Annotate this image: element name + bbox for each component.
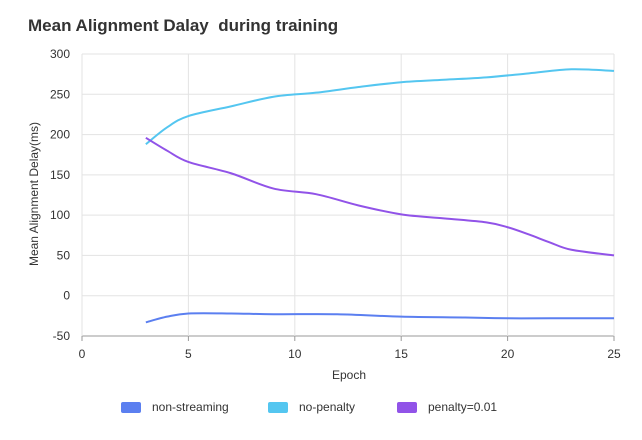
y-tick-label: 0 (63, 289, 70, 303)
legend: non-streaming no-penalty penalty=0.01 (0, 400, 642, 420)
legend-label-penalty-0-01: penalty=0.01 (428, 400, 498, 414)
legend-swatch-penalty-0-01 (397, 401, 417, 413)
y-tick-label: -50 (53, 329, 71, 343)
y-tick-labels: -50 0 50 100 150 200 250 300 (50, 47, 70, 343)
legend-item-penalty-0-01[interactable]: penalty=0.01 (397, 400, 497, 414)
legend-swatch-non-streaming (121, 401, 141, 413)
series-line-no-penalty (145, 68, 615, 146)
grid-lines (81, 53, 615, 341)
y-axis-label: Mean Alignment Delay(ms) (27, 122, 41, 266)
x-axis-label: Epoch (332, 368, 366, 382)
y-tick-label: 250 (50, 87, 70, 101)
x-tick-label: 10 (288, 347, 302, 361)
legend-label-no-penalty: no-penalty (299, 400, 356, 414)
x-tick-label: 20 (501, 347, 515, 361)
legend-item-no-penalty[interactable]: no-penalty (268, 400, 355, 414)
series-lines (145, 68, 615, 324)
x-tick-labels: 0 5 10 15 20 25 (79, 347, 621, 361)
y-tick-label: 50 (57, 248, 71, 262)
y-tick-label: 200 (50, 128, 70, 142)
series-line-penalty-0-01 (145, 136, 615, 257)
x-tick-label: 5 (185, 347, 192, 361)
line-chart: -50 0 50 100 150 200 250 300 0 5 10 15 20 25 Epoch M… (27, 47, 621, 382)
y-tick-label: 100 (50, 208, 70, 222)
x-tick-label: 25 (607, 347, 621, 361)
series-line-non-streaming (145, 312, 615, 324)
y-tick-label: 300 (50, 47, 70, 61)
legend-item-non-streaming[interactable]: non-streaming (121, 400, 229, 414)
x-tick-label: 15 (395, 347, 409, 361)
legend-label-non-streaming: non-streaming (152, 400, 229, 414)
x-tick-label: 0 (79, 347, 86, 361)
chart-title: Mean Alignment Dalay during training (28, 16, 339, 35)
legend-swatch-no-penalty (268, 401, 288, 413)
y-tick-label: 150 (50, 168, 70, 182)
